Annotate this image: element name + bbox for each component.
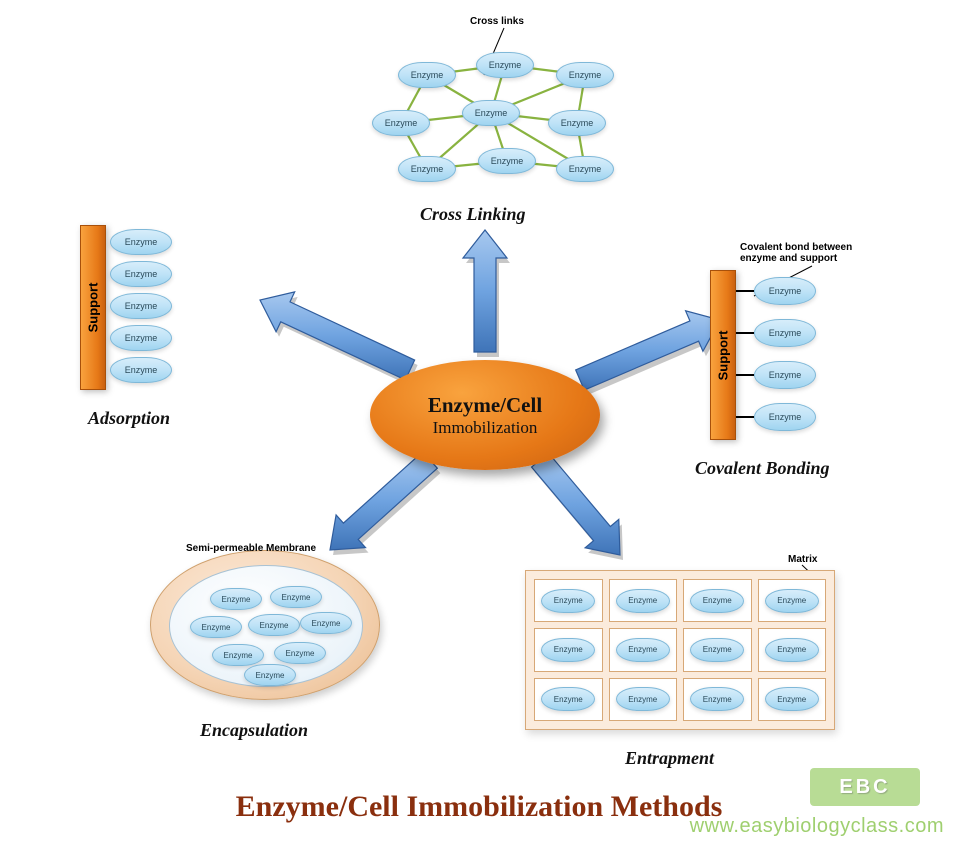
enzyme-node: Enzyme [248, 614, 300, 636]
enzyme-node: Enzyme [754, 319, 816, 347]
arrow-to-covalent [579, 316, 723, 395]
center-hub: Enzyme/Cell Immobilization [370, 360, 600, 470]
arrow-to-encapsulation [330, 452, 437, 550]
arrow-to-adsorption [263, 297, 418, 385]
enzyme-node: Enzyme [765, 638, 819, 662]
anno-matrix: Matrix [788, 554, 817, 565]
enzyme-node: Enzyme [476, 52, 534, 78]
label-crosslinking: Cross Linking [420, 204, 526, 225]
enzyme-node: Enzyme [244, 664, 296, 686]
enzyme-node: Enzyme [110, 293, 172, 319]
enzyme-node: Enzyme [110, 325, 172, 351]
enzyme-node: Enzyme [212, 644, 264, 666]
arrow-to-crosslinking [466, 235, 510, 357]
enzyme-node: Enzyme [478, 148, 536, 174]
enzyme-node: Enzyme [210, 588, 262, 610]
enzyme-node: Enzyme [754, 277, 816, 305]
enzyme-node: Enzyme [372, 110, 430, 136]
enzyme-node: Enzyme [110, 261, 172, 287]
enzyme-node: Enzyme [616, 687, 670, 711]
anno-covalent: Covalent bond between enzyme and support [740, 242, 880, 264]
watermark-url: www.easybiologyclass.com [690, 815, 944, 838]
enzyme-node: Enzyme [462, 100, 520, 126]
arrow-to-entrapment [535, 458, 623, 560]
support-label: Support [716, 330, 731, 380]
enzyme-node: Enzyme [274, 642, 326, 664]
enzyme-node: Enzyme [765, 589, 819, 613]
crosslinking-diagram: EnzymeEnzymeEnzymeEnzymeEnzymeEnzymeEnzy… [378, 22, 638, 202]
enzyme-node: Enzyme [270, 586, 322, 608]
enzyme-node: Enzyme [765, 687, 819, 711]
ebc-badge: EBC [810, 768, 920, 806]
enzyme-node: Enzyme [110, 229, 172, 255]
encap-inner: EnzymeEnzymeEnzymeEnzymeEnzymeEnzymeEnzy… [169, 565, 363, 687]
enzyme-node: Enzyme [541, 638, 595, 662]
label-adsorption: Adsorption [88, 408, 170, 429]
matrix-cell: Enzyme [609, 678, 678, 721]
matrix-cell: Enzyme [758, 579, 827, 622]
encapsulation-diagram: EnzymeEnzymeEnzymeEnzymeEnzymeEnzymeEnzy… [150, 550, 380, 715]
entrapment-matrix: Enzyme Enzyme Enzyme Enzyme Enzyme Enzyme Enzy… [525, 570, 835, 730]
enzyme-node: Enzyme [556, 62, 614, 88]
enzyme-node: Enzyme [690, 687, 744, 711]
label-entrapment: Entrapment [625, 748, 714, 769]
entrapment-diagram: Enzyme Enzyme Enzyme Enzyme Enzyme Enzyme Enzy… [525, 570, 835, 745]
label-covalent: Covalent Bonding [695, 458, 830, 479]
enzyme-node: Enzyme [616, 589, 670, 613]
arrow-to-encapsulation [333, 457, 440, 555]
matrix-cell: Enzyme [758, 628, 827, 671]
covalent-bond-line [736, 290, 754, 292]
arrow-to-entrapment [532, 453, 620, 555]
center-line1: Enzyme/Cell [428, 393, 542, 418]
adsorption-support: Support [80, 225, 106, 390]
enzyme-node: Enzyme [398, 156, 456, 182]
center-line2: Immobilization [433, 418, 538, 438]
covalent-support: Support [710, 270, 736, 440]
enzyme-node: Enzyme [556, 156, 614, 182]
label-encapsulation: Encapsulation [200, 720, 308, 741]
matrix-cell: Enzyme [683, 678, 752, 721]
arrow-to-crosslinking [463, 230, 507, 352]
covalent-bond-line [736, 332, 754, 334]
support-label: Support [86, 283, 101, 333]
enzyme-node: Enzyme [754, 403, 816, 431]
matrix-cell: Enzyme [609, 579, 678, 622]
arrow-to-covalent [576, 311, 720, 390]
enzyme-node: Enzyme [300, 612, 352, 634]
encap-membrane: EnzymeEnzymeEnzymeEnzymeEnzymeEnzymeEnzy… [150, 550, 380, 700]
enzyme-node: Enzyme [541, 687, 595, 711]
matrix-cell: Enzyme [683, 579, 752, 622]
anno-membrane: Semi-permeable Membrane [186, 543, 316, 554]
enzyme-node: Enzyme [690, 638, 744, 662]
enzyme-node: Enzyme [398, 62, 456, 88]
matrix-cell: Enzyme [534, 579, 603, 622]
matrix-cell: Enzyme [683, 628, 752, 671]
matrix-cell: Enzyme [758, 678, 827, 721]
enzyme-node: Enzyme [754, 361, 816, 389]
anno-crosslinks: Cross links [470, 16, 524, 27]
arrow-to-adsorption [260, 292, 415, 380]
enzyme-node: Enzyme [541, 589, 595, 613]
covalent-bond-line [736, 416, 754, 418]
enzyme-node: Enzyme [616, 638, 670, 662]
enzyme-node: Enzyme [190, 616, 242, 638]
matrix-cell: Enzyme [609, 628, 678, 671]
matrix-cell: Enzyme [534, 678, 603, 721]
covalent-bond-line [736, 374, 754, 376]
enzyme-node: Enzyme [548, 110, 606, 136]
enzyme-node: Enzyme [690, 589, 744, 613]
enzyme-node: Enzyme [110, 357, 172, 383]
matrix-cell: Enzyme [534, 628, 603, 671]
